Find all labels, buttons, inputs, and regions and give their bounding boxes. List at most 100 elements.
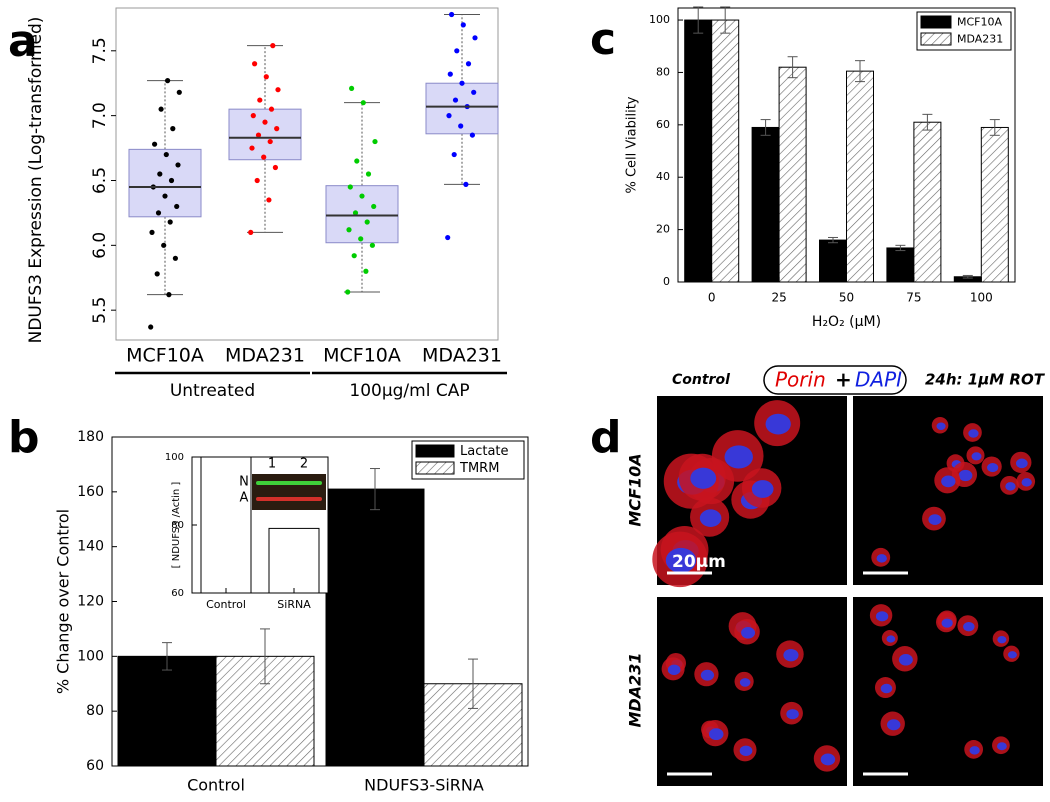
data-point: [262, 119, 268, 125]
data-point: [371, 203, 377, 210]
plot-frame: [115, 7, 499, 341]
bar: [268, 527, 320, 594]
data-point: [460, 22, 466, 28]
nucleus: [941, 618, 953, 628]
data-point: [347, 184, 353, 190]
nucleus: [997, 742, 1007, 751]
legend-swatch: [415, 444, 455, 458]
data-point: [148, 324, 154, 330]
x-tick-label: SiRNA: [277, 598, 311, 611]
x-tick-label: MCF10A: [126, 345, 204, 367]
data-point: [471, 89, 477, 95]
data-point: [346, 227, 352, 233]
stain-red: Porin: [775, 368, 826, 392]
bar: [684, 19, 713, 283]
band-label: N: [239, 475, 249, 490]
y-tick-label: 160: [77, 484, 104, 500]
data-point: [263, 74, 269, 80]
data-point: [255, 132, 262, 138]
y-axis-label: NDUFS3 Expression (Log-transformed): [26, 17, 46, 344]
y-tick-label: 120: [77, 594, 104, 610]
data-point: [372, 138, 378, 145]
nucleus: [709, 728, 724, 741]
nucleus: [1007, 651, 1017, 659]
data-point: [454, 48, 460, 54]
nucleus: [690, 467, 717, 489]
y-tick-label: 80: [171, 520, 184, 531]
stain-blue: DAPI: [855, 368, 902, 392]
nucleus: [963, 621, 975, 632]
x-tick-label: 0: [708, 291, 716, 305]
nucleus: [928, 514, 942, 525]
blot-band-a: [256, 497, 322, 501]
nucleus: [741, 627, 756, 639]
data-point: [369, 242, 375, 248]
nucleus: [1021, 478, 1032, 487]
data-point: [268, 106, 275, 112]
y-tick-label: 100: [165, 452, 184, 463]
nucleus: [997, 635, 1007, 644]
data-point: [360, 100, 366, 106]
legend-label: Lactate: [460, 444, 509, 459]
nucleus: [936, 422, 946, 430]
data-point: [152, 141, 158, 147]
data-point: [257, 97, 263, 103]
column-label: Control: [672, 372, 730, 388]
data-point: [459, 80, 465, 86]
data-point: [155, 210, 162, 216]
legend-swatch: [415, 461, 455, 475]
y-tick-label: 80: [656, 65, 670, 78]
nucleus: [783, 648, 799, 662]
x-tick-label: MCF10A: [323, 345, 401, 367]
bar: [819, 239, 847, 283]
panel-letter: d: [590, 412, 622, 463]
stain-plus: +: [835, 368, 852, 392]
nucleus: [667, 664, 681, 676]
nucleus: [971, 452, 982, 461]
x-tick-label: 50: [839, 291, 854, 305]
data-point: [363, 268, 369, 274]
y-tick-label: 7.5: [90, 37, 110, 64]
y-tick-label: 80: [86, 703, 104, 719]
panel-letter: b: [8, 412, 40, 463]
bar: [913, 121, 942, 283]
data-point: [167, 219, 173, 225]
lane-label: 2: [300, 457, 308, 472]
data-point: [446, 113, 452, 119]
nucleus: [876, 554, 887, 563]
legend-label: MCF10A: [957, 16, 1002, 29]
data-point: [465, 61, 472, 67]
panel-letter: c: [590, 14, 616, 65]
data-point: [166, 292, 172, 298]
data-point: [175, 162, 181, 168]
nucleus: [941, 475, 956, 488]
bar: [751, 126, 780, 283]
y-tick-label: 100: [77, 648, 104, 664]
data-point: [248, 229, 254, 235]
nucleus: [739, 745, 753, 757]
data-point: [161, 242, 167, 248]
nucleus: [880, 683, 893, 694]
nucleus: [1005, 482, 1016, 491]
data-point: [458, 123, 464, 129]
box: [128, 148, 202, 218]
data-point: [272, 164, 278, 171]
nucleus: [786, 709, 799, 720]
legend-label: MDA231: [957, 33, 1003, 46]
data-point: [252, 61, 258, 67]
nucleus: [987, 463, 999, 473]
data-point: [274, 126, 280, 132]
data-point: [452, 97, 459, 103]
y-tick-label: 140: [77, 539, 104, 555]
data-point: [275, 87, 281, 93]
data-point: [176, 89, 182, 95]
x-tick-label: Control: [187, 776, 245, 795]
row-label: MDA231: [626, 653, 645, 728]
bar: [778, 66, 807, 283]
data-point: [358, 236, 364, 242]
data-point: [162, 193, 168, 199]
x-tick-label: 100: [970, 291, 993, 305]
cells: [661, 612, 841, 772]
stain-frame: [763, 365, 907, 395]
